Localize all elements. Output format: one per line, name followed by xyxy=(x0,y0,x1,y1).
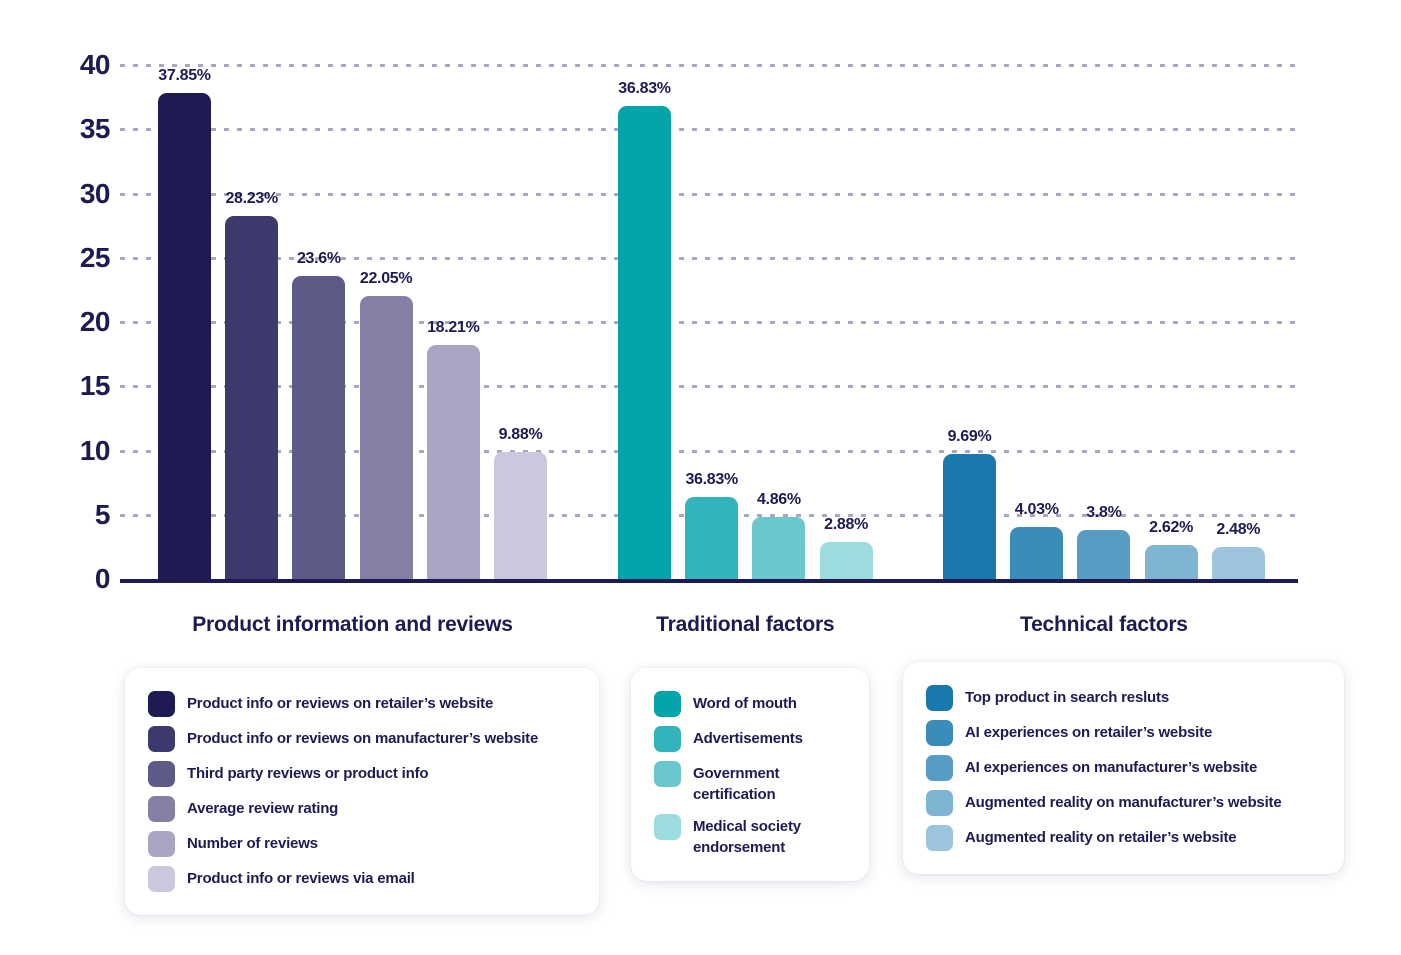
bar-value-label: 9.69% xyxy=(947,428,992,446)
legend-item: Product info or reviews via email xyxy=(148,866,579,892)
legend-swatch-icon xyxy=(654,814,681,840)
legend-swatch-icon xyxy=(148,796,175,822)
legend-item-label: Product info or reviews via email xyxy=(187,870,415,887)
bar-group1-3 xyxy=(292,275,346,579)
bar-group1-6 xyxy=(494,452,547,579)
gridline-10 xyxy=(120,449,1297,453)
legend-item-label: Medical society endorsement xyxy=(693,818,801,856)
gridline-40 xyxy=(120,64,1297,67)
bar-value-label: 2.62% xyxy=(1149,519,1194,537)
legend-item-label: Government certification xyxy=(693,765,780,803)
bar-value-label: 23.6% xyxy=(296,249,341,267)
legend-swatch-icon xyxy=(654,691,681,717)
y-axis-tick-label: 15 xyxy=(79,370,111,402)
bar-value-label: 36.83% xyxy=(618,79,671,97)
legend-item: Average review rating xyxy=(148,796,579,822)
y-axis-tick-label: 10 xyxy=(79,434,111,466)
legend-swatch-icon xyxy=(148,761,175,787)
y-axis-tick-label: 25 xyxy=(79,241,111,273)
bar-group2-2 xyxy=(685,497,739,579)
legend-swatch-icon xyxy=(654,761,681,787)
bar-group1-5 xyxy=(426,345,480,579)
bar-value-label: 2.88% xyxy=(824,515,869,533)
gridline-35 xyxy=(120,128,1297,132)
bar-group2-4 xyxy=(819,542,873,579)
legend-swatch-icon xyxy=(926,825,953,851)
legend-swatch-icon xyxy=(148,866,175,892)
legend-swatch-icon xyxy=(926,790,953,816)
group-label-2: Traditional factors xyxy=(656,613,835,636)
bar-group3-1 xyxy=(943,454,996,579)
legend-swatch-icon xyxy=(148,831,175,857)
y-axis-tick-label: 20 xyxy=(79,306,111,337)
bar-value-label: 4.03% xyxy=(1014,501,1059,519)
bar-group1-1 xyxy=(158,92,211,579)
legend-item: Product info or reviews on retailer’s we… xyxy=(148,691,579,717)
y-axis-tick-label: 0 xyxy=(94,563,111,594)
bar-group3-5 xyxy=(1211,547,1265,579)
legend-item: Augmented reality on manufacturer’s webs… xyxy=(926,790,1324,816)
bar-value-label: 2.48% xyxy=(1216,521,1261,539)
y-axis-tick-label: 30 xyxy=(79,177,111,209)
legend-swatch-icon xyxy=(654,726,681,752)
legend-item: Product info or reviews on manufacturer’… xyxy=(148,726,579,752)
bar-group3-4 xyxy=(1144,545,1198,579)
bar-value-label: 37.85% xyxy=(158,66,211,84)
bar-value-label: 18.21% xyxy=(427,319,480,336)
legend-swatch-icon xyxy=(148,726,175,752)
plot-area: 37.85% 28.23% 23.6% 22.05% 18.21% 9.88% 36.83%… xyxy=(120,64,1298,583)
bar-group3-2 xyxy=(1010,527,1064,579)
legend-item: Government certification xyxy=(654,761,849,805)
gridline-25 xyxy=(120,256,1297,260)
gridline-30 xyxy=(120,192,1297,196)
legend-swatch-icon xyxy=(926,685,953,711)
bar-group2-1 xyxy=(618,105,671,579)
y-axis-tick-label: 5 xyxy=(94,498,111,530)
bar-group3-3 xyxy=(1077,530,1131,579)
legend-item: Word of mouth xyxy=(654,691,849,717)
legend-item-label: Augmented reality on manufacturer’s webs… xyxy=(965,794,1282,811)
gridline-15 xyxy=(120,385,1297,389)
legend-item: AI experiences on retailer’s website xyxy=(926,720,1324,746)
legend-item: Top product in search resluts xyxy=(926,685,1324,711)
legend-item-label: Product info or reviews on manufacturer’… xyxy=(187,730,539,747)
bar-value-label: 9.88% xyxy=(498,426,543,444)
bar-group1-4 xyxy=(359,295,413,579)
bar-value-label: 4.86% xyxy=(756,490,801,508)
bar-value-label: 22.05% xyxy=(359,269,413,287)
legend-item-label: Top product in search resluts xyxy=(965,689,1169,706)
legend-item-label: AI experiences on retailer’s website xyxy=(965,724,1213,741)
legend-card-3: Top product in search resluts AI experien… xyxy=(903,662,1344,874)
legend-card-1: Product info or reviews on retailer’s we… xyxy=(125,668,599,915)
legend-item: Augmented reality on retailer’s website xyxy=(926,825,1324,851)
legend-item-label: Product info or reviews on retailer’s we… xyxy=(187,695,494,712)
group-label-1: Product information and reviews xyxy=(192,613,513,636)
gridline-20 xyxy=(120,321,1297,324)
bar-value-label: 36.83% xyxy=(685,471,738,489)
bar-group2-3 xyxy=(752,516,806,579)
legend-item-label: AI experiences on manufacturer’s website xyxy=(965,759,1258,776)
legend-item: Advertisements xyxy=(654,726,849,752)
bar-group1-2 xyxy=(225,216,279,579)
legend-item-label: Third party reviews or product info xyxy=(187,765,429,782)
legend-item-label: Augmented reality on retailer’s website xyxy=(965,829,1237,846)
legend-swatch-icon xyxy=(148,691,175,717)
legend-item: AI experiences on manufacturer’s website xyxy=(926,755,1324,781)
legend-item-label: Advertisements xyxy=(693,730,803,747)
legend-item-label: Average review rating xyxy=(187,800,339,817)
y-axis-tick-label: 35 xyxy=(79,113,111,145)
legend-item: Number of reviews xyxy=(148,831,579,857)
legend-card-2: Word of mouth Advertisements Government ce… xyxy=(631,668,869,881)
legend-item: Medical society endorsement xyxy=(654,814,849,858)
bar-value-label: 28.23% xyxy=(225,190,278,208)
bar-value-label: 3.8% xyxy=(1086,504,1122,522)
group-label-3: Technical factors xyxy=(1020,613,1188,636)
legend-item-label: Word of mouth xyxy=(693,695,797,712)
legend-swatch-icon xyxy=(926,755,953,781)
y-axis-tick-label: 40 xyxy=(79,49,111,80)
legend-swatch-icon xyxy=(926,720,953,746)
legend-item: Third party reviews or product info xyxy=(148,761,579,787)
legend-item-label: Number of reviews xyxy=(187,835,318,852)
